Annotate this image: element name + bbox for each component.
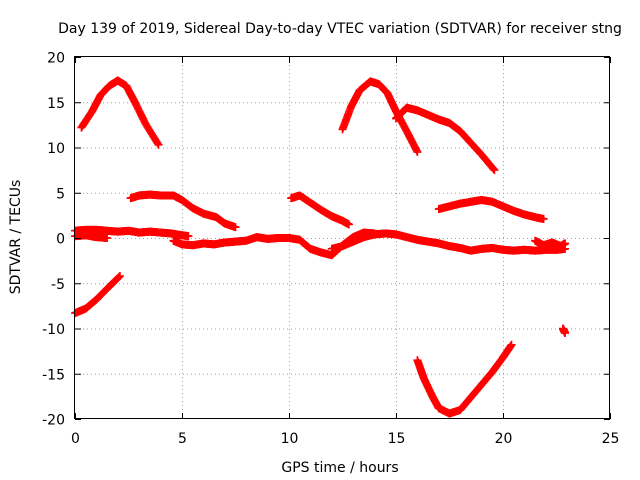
series-band-2 bbox=[71, 231, 112, 242]
x-axis-label: GPS time / hours bbox=[281, 460, 398, 476]
y-tick-label: 15 bbox=[47, 96, 65, 112]
data-point bbox=[539, 214, 548, 223]
series-band-5 bbox=[531, 236, 570, 251]
data-point bbox=[344, 220, 353, 229]
x-tick-label: 20 bbox=[495, 431, 513, 447]
data-point bbox=[184, 232, 193, 241]
y-axis-label: SDTVAR / TECUs bbox=[8, 180, 24, 295]
y-tick-label: -20 bbox=[42, 413, 65, 429]
series-arc-3 bbox=[126, 190, 240, 232]
y-tick-label: 5 bbox=[56, 186, 65, 202]
data-point bbox=[154, 140, 163, 149]
series-arc-8 bbox=[413, 340, 516, 418]
y-tick-label: -10 bbox=[42, 322, 65, 338]
x-tick-label: 15 bbox=[388, 431, 406, 447]
series-arc-4 bbox=[287, 191, 353, 229]
x-tick-label: 25 bbox=[602, 431, 620, 447]
x-tick-label: 10 bbox=[281, 431, 299, 447]
data-point bbox=[115, 272, 124, 281]
data-point bbox=[561, 239, 570, 248]
data-point bbox=[231, 223, 240, 232]
data-point bbox=[115, 272, 124, 281]
plot-frame bbox=[74, 56, 610, 419]
y-axis-ticks: -20 -15 -10 -5 0 5 10 15 20 bbox=[42, 51, 610, 429]
x-axis-ticks: 0 5 10 15 20 25 bbox=[71, 57, 619, 447]
x-tick-label: 0 bbox=[71, 431, 80, 447]
y-tick-label: -15 bbox=[42, 367, 65, 383]
data-point bbox=[153, 139, 162, 148]
series-arc-1 bbox=[77, 76, 163, 149]
data-point bbox=[561, 329, 570, 338]
data-points bbox=[71, 76, 570, 418]
series-band-1 bbox=[71, 225, 193, 241]
y-tick-label: 10 bbox=[47, 141, 65, 157]
series-arc-9 bbox=[558, 324, 570, 338]
y-tick-label: -5 bbox=[51, 277, 65, 293]
y-tick-label: 20 bbox=[47, 51, 65, 67]
series-arc-7 bbox=[434, 195, 548, 223]
data-point bbox=[507, 340, 516, 349]
data-point bbox=[114, 273, 123, 282]
data-point bbox=[103, 234, 112, 242]
data-point bbox=[413, 148, 422, 157]
series-arc-2 bbox=[71, 272, 124, 318]
series-band-4 bbox=[327, 229, 570, 255]
x-tick-label: 5 bbox=[178, 431, 187, 447]
series-arc-6 bbox=[392, 103, 499, 175]
data-point bbox=[490, 166, 499, 175]
y-tick-label: 0 bbox=[56, 232, 65, 248]
chart-title: Day 139 of 2019, Sidereal Day-to-day VTE… bbox=[58, 21, 622, 37]
data-point bbox=[489, 165, 498, 174]
